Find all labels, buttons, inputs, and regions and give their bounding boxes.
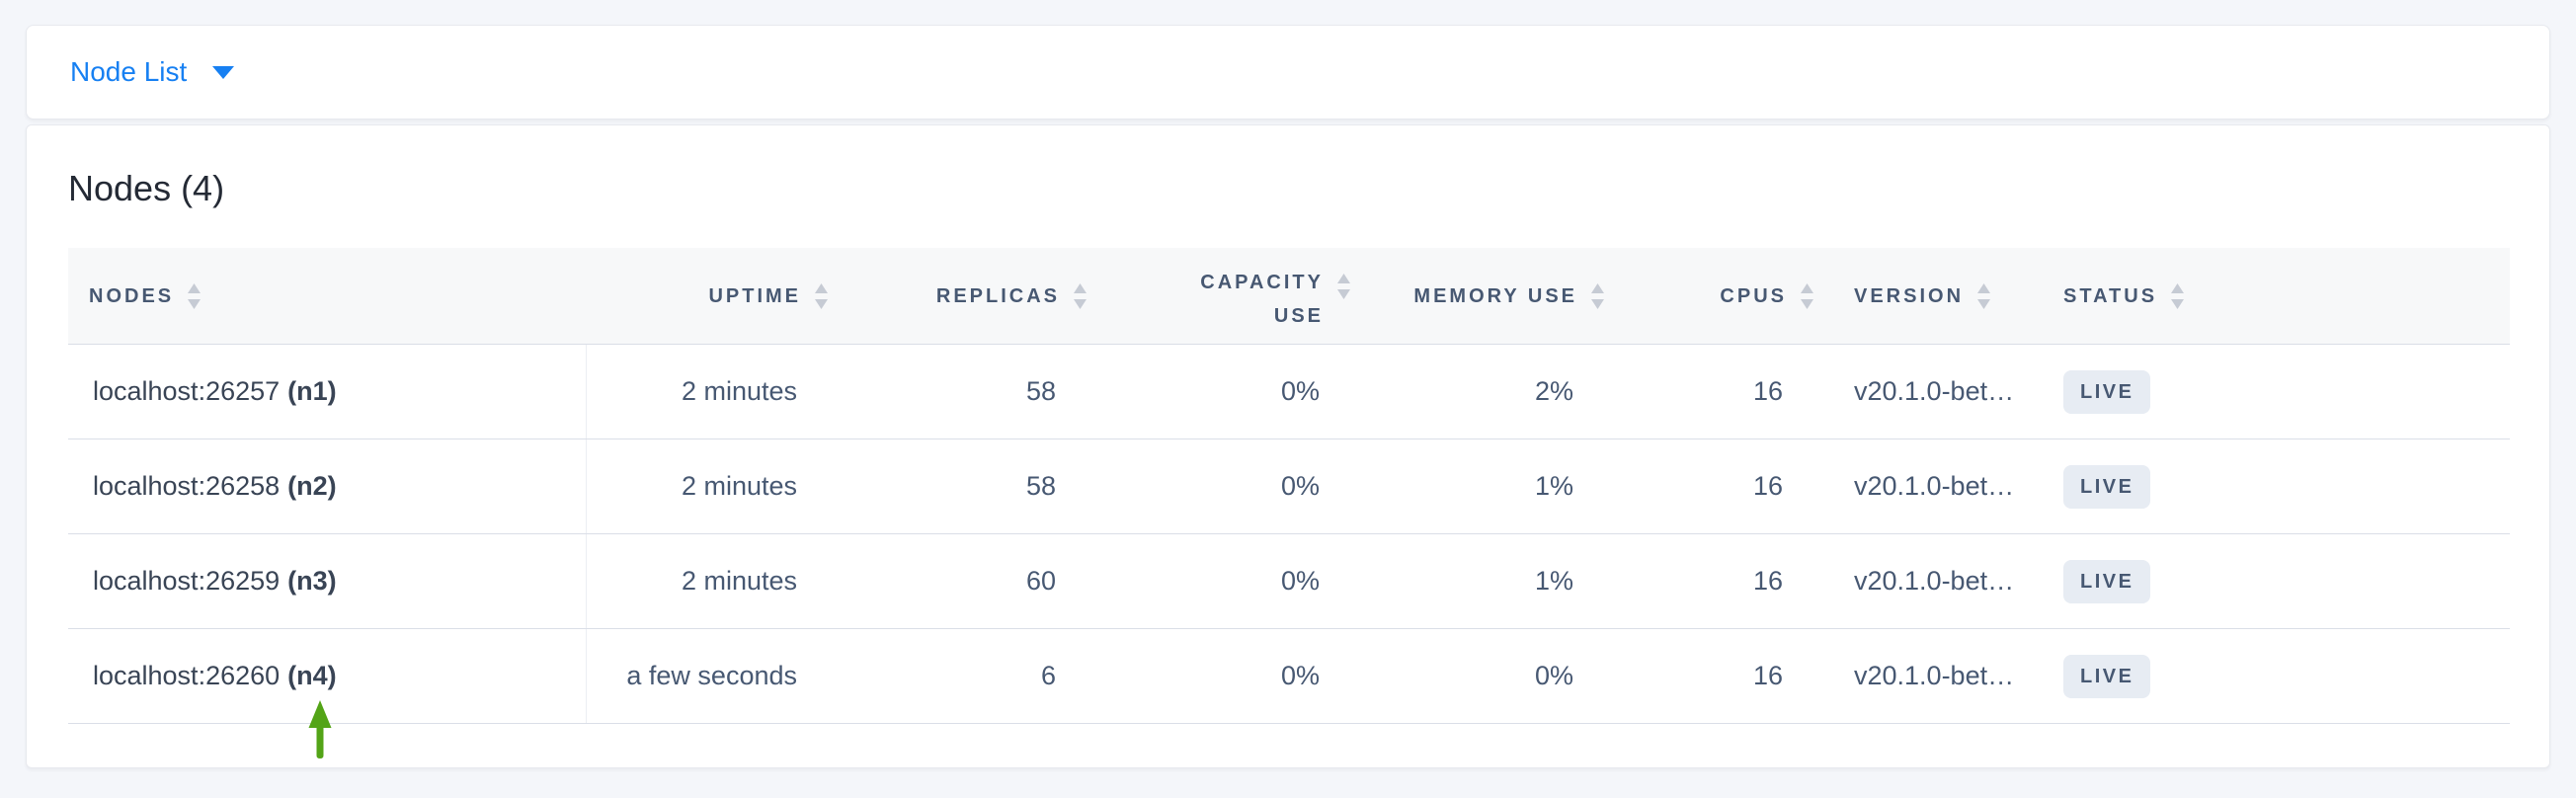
status-badge: LIVE [2063,464,2151,509]
capacity-use-cell: 0% [1280,661,1320,690]
table-row[interactable]: localhost:26258 (n2) 2 minutes 58 0% 1% … [68,439,2510,534]
caret-down-icon [212,65,235,79]
node-address-cell: localhost:26257 (n1) [68,345,587,439]
column-header-version[interactable]: VERSION [1822,248,2032,344]
status-cell: LIVE [2032,534,2510,628]
memory-use-cell: 1% [1534,471,1573,501]
table-header-row: NODES UPTIME REPLICAS CAPACITY USE [68,248,2510,345]
node-address-cell: localhost:26260 (n4) [68,629,587,723]
nodes-card: Nodes (4) NODES UPTIME REPLICAS [26,124,2550,768]
replicas-cell: 60 [1025,566,1056,596]
sort-icon [1977,282,1991,309]
cpus-cell: 16 [1752,376,1783,406]
table-row[interactable]: localhost:26260 (n4) a few seconds 6 0% … [68,629,2510,724]
column-header-uptime[interactable]: UPTIME [587,248,837,344]
status-badge: LIVE [2063,559,2151,603]
column-header-replicas[interactable]: REPLICAS [837,248,1095,344]
capacity-use-cell: 0% [1280,471,1320,501]
sort-icon [1337,274,1350,299]
uptime-cell: 2 minutes [681,471,797,501]
sort-icon [188,282,201,309]
node-address-cell: localhost:26258 (n2) [68,439,587,533]
version-cell: v20.1.0-bet… [1854,376,2015,406]
status-cell: LIVE [2032,629,2510,723]
column-header-capacity-use[interactable]: CAPACITY USE [1095,248,1359,344]
replicas-cell: 6 [1040,661,1056,690]
sort-icon [1591,282,1604,309]
status-cell: LIVE [2032,345,2510,439]
table-row[interactable]: localhost:26259 (n3) 2 minutes 60 0% 1% … [68,534,2510,629]
node-id: (n4) [287,661,337,690]
column-header-status[interactable]: STATUS [2032,248,2510,344]
cpus-cell: 16 [1752,471,1783,501]
sort-icon [2171,282,2185,309]
node-id: (n2) [287,471,337,501]
sort-icon [815,282,828,309]
status-badge: LIVE [2063,369,2151,414]
cpus-cell: 16 [1752,566,1783,596]
memory-use-cell: 2% [1534,376,1573,406]
node-list-dropdown[interactable]: Node List [70,56,235,87]
capacity-use-cell: 0% [1280,566,1320,596]
column-header-memory-use[interactable]: MEMORY USE [1359,248,1613,344]
node-id: (n3) [287,566,337,596]
replicas-cell: 58 [1025,471,1056,501]
memory-use-cell: 0% [1534,661,1573,690]
sort-icon [1074,282,1087,309]
version-cell: v20.1.0-bet… [1854,471,2015,501]
column-header-cpus[interactable]: CPUS [1613,248,1822,344]
uptime-cell: 2 minutes [681,376,797,406]
status-badge: LIVE [2063,654,2151,698]
cpus-cell: 16 [1752,661,1783,690]
capacity-use-cell: 0% [1280,376,1320,406]
replicas-cell: 58 [1025,376,1056,406]
column-header-nodes[interactable]: NODES [68,248,587,344]
status-cell: LIVE [2032,439,2510,533]
node-address-cell: localhost:26259 (n3) [68,534,587,628]
version-cell: v20.1.0-bet… [1854,566,2015,596]
uptime-cell: a few seconds [626,661,797,690]
version-cell: v20.1.0-bet… [1854,661,2015,690]
memory-use-cell: 1% [1534,566,1573,596]
table-row[interactable]: localhost:26257 (n1) 2 minutes 58 0% 2% … [68,345,2510,439]
view-selector-bar: Node List [26,25,2550,120]
nodes-table: NODES UPTIME REPLICAS CAPACITY USE [68,248,2510,724]
page-title: Nodes (4) [68,168,225,208]
node-id: (n1) [287,376,337,406]
node-list-dropdown-label: Node List [70,56,188,87]
uptime-cell: 2 minutes [681,566,797,596]
sort-icon [1801,282,1813,309]
